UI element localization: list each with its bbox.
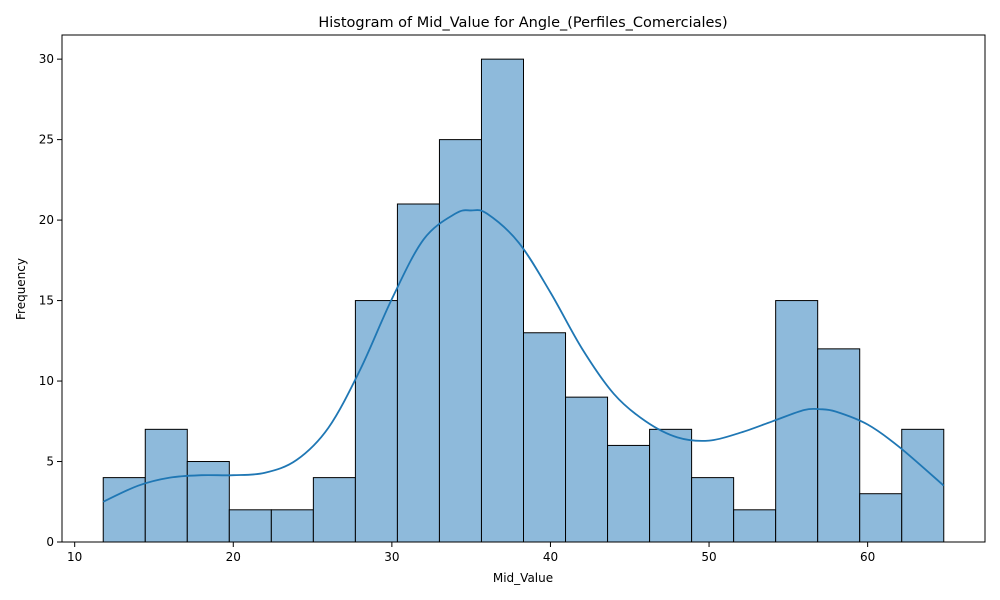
histogram-bar (607, 444, 651, 543)
plot-frame (61, 34, 986, 543)
y-tick-label: 10 (39, 374, 54, 388)
kde-curve (102, 209, 945, 503)
histogram-bar (438, 139, 482, 543)
x-tick-label: 30 (384, 550, 399, 564)
histogram-bar (859, 493, 903, 543)
histogram-bar (901, 428, 945, 543)
histogram-bar (270, 509, 314, 543)
y-axis-label: Frequency (14, 258, 28, 320)
x-tick-label: 60 (860, 550, 875, 564)
histogram-bar (523, 332, 567, 543)
histogram-bar (102, 477, 146, 543)
y-tick-label: 30 (39, 52, 54, 66)
x-tick-label: 20 (226, 550, 241, 564)
x-tick-label: 40 (543, 550, 558, 564)
y-tick-label: 20 (39, 213, 54, 227)
chart-title: Histogram of Mid_Value for Angle_(Perfil… (318, 15, 727, 31)
histogram-bar (354, 300, 398, 543)
histogram-bar (565, 396, 609, 543)
histogram-bar (480, 58, 524, 543)
histogram-bar (396, 203, 440, 543)
y-axis-ticks: 0 5 10 15 20 25 30 (39, 52, 62, 549)
x-axis-ticks: 10 20 30 40 50 60 (67, 542, 875, 564)
x-tick-label: 50 (701, 550, 716, 564)
y-tick-label: 25 (39, 133, 54, 147)
y-tick-label: 5 (46, 455, 54, 469)
histogram-bar (649, 428, 693, 543)
y-tick-label: 0 (46, 535, 54, 549)
x-axis-label: Mid_Value (493, 571, 553, 585)
histogram-bar (817, 348, 861, 543)
histogram-bar (186, 461, 230, 543)
histogram-bar (733, 509, 777, 543)
histogram-bar (691, 477, 735, 543)
histogram-bar (775, 300, 819, 543)
bars-group (102, 58, 945, 543)
y-tick-label: 15 (39, 294, 54, 308)
histogram-bar (312, 477, 356, 543)
histogram-bar (228, 509, 272, 543)
x-tick-label: 10 (67, 550, 82, 564)
histogram-bar (144, 428, 188, 543)
